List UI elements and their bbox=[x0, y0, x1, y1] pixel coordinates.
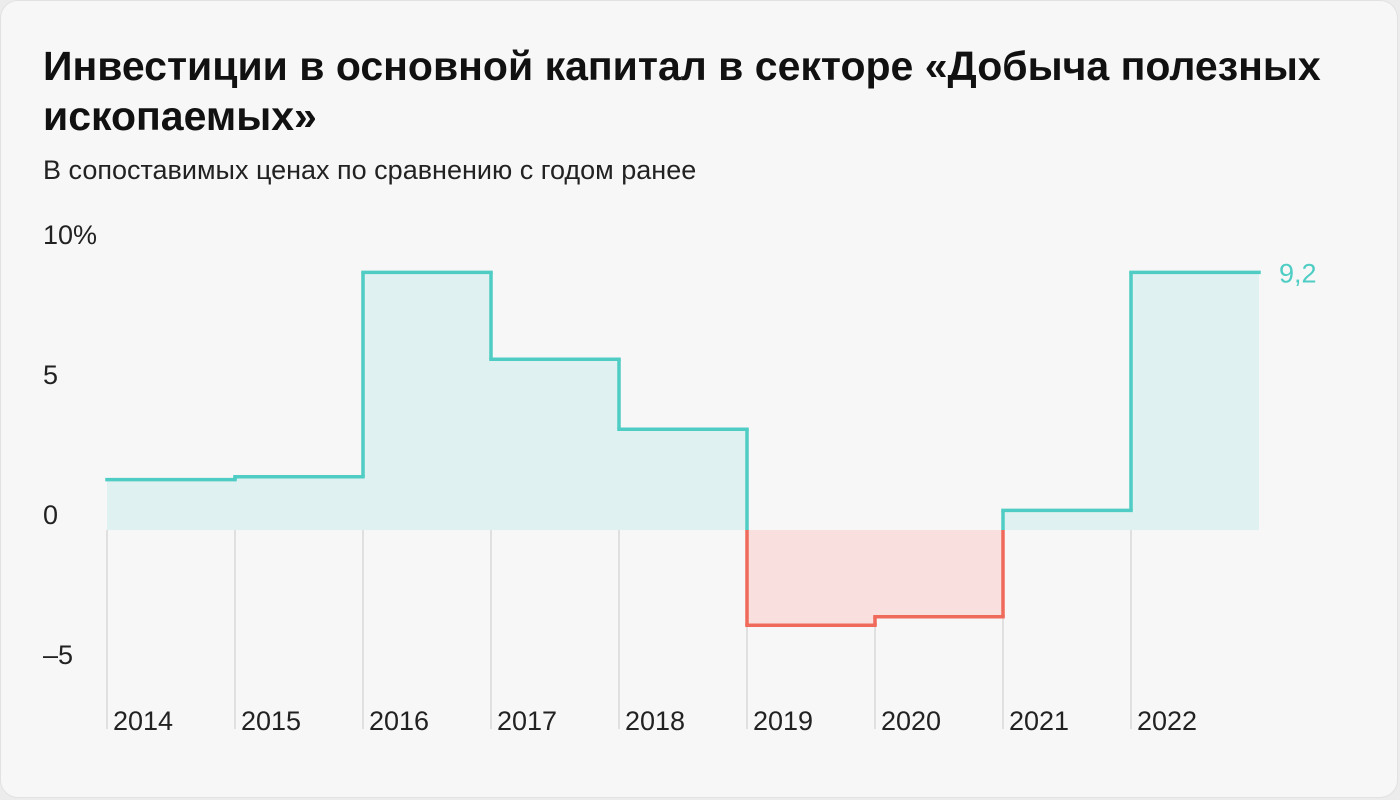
year-gridlines bbox=[106, 530, 1132, 729]
y-axis-ticks: 10% 5 0 –5 bbox=[43, 220, 97, 670]
x-tick-label-2014: 2014 bbox=[113, 706, 173, 736]
x-tick-label-2022: 2022 bbox=[1137, 706, 1197, 736]
area-2021 bbox=[1003, 510, 1131, 530]
area-2015 bbox=[235, 476, 363, 530]
area-2019 bbox=[747, 530, 875, 626]
x-tick-label-2021: 2021 bbox=[1009, 706, 1069, 736]
area-2022 bbox=[1131, 272, 1259, 530]
area-2016 bbox=[363, 272, 491, 530]
y-tick-label: –5 bbox=[43, 640, 73, 670]
x-tick-label-2016: 2016 bbox=[369, 706, 429, 736]
last-value-label: 9,2 bbox=[1279, 258, 1317, 288]
x-tick-label-2020: 2020 bbox=[881, 706, 941, 736]
value-step-lines bbox=[105, 270, 1261, 627]
y-tick-label: 0 bbox=[43, 500, 58, 530]
chart-title: Инвестиции в основной капитал в секторе … bbox=[43, 43, 1321, 139]
x-tick-label-2015: 2015 bbox=[241, 706, 301, 736]
x-tick-label-2019: 2019 bbox=[753, 706, 813, 736]
y-tick-label: 10% bbox=[43, 220, 97, 250]
x-tick-label-2018: 2018 bbox=[625, 706, 685, 736]
x-tick-label-2017: 2017 bbox=[497, 706, 557, 736]
chart-subtitle: В сопоставимых ценах по сравнению с годо… bbox=[43, 155, 697, 185]
value-areas bbox=[107, 272, 1259, 626]
area-2020 bbox=[875, 530, 1003, 617]
area-2014 bbox=[107, 479, 235, 530]
x-axis-ticks: 2014 2015 2016 2017 2018 2019 2020 2021 2022 bbox=[113, 706, 1197, 736]
area-2017 bbox=[491, 359, 619, 530]
area-2018 bbox=[619, 429, 747, 530]
y-tick-label: 5 bbox=[43, 360, 58, 390]
